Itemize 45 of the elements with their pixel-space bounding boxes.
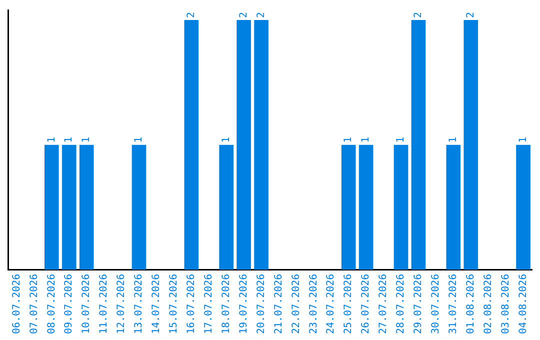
data-label: 1 [448, 136, 459, 143]
x-tick-label: 02.08.2026 [482, 274, 494, 334]
x-tick-label: 23.07.2026 [308, 274, 320, 334]
x-tick-label: 04.08.2026 [518, 274, 529, 334]
data-label: 1 [134, 136, 145, 143]
x-tick-label: 26.07.2026 [360, 274, 372, 334]
x-tick-label: 25.07.2026 [343, 274, 354, 334]
data-label: 1 [396, 136, 407, 143]
x-tick-label: 17.07.2026 [203, 274, 214, 334]
x-tick-label: 13.07.2026 [134, 274, 145, 334]
x-tick-label: 11.07.2026 [98, 274, 110, 334]
data-label: 1 [343, 136, 354, 143]
x-tick-label: 10.07.2026 [81, 274, 92, 334]
x-tick-label: 27.07.2026 [378, 274, 390, 334]
data-label: 2 [186, 12, 197, 18]
x-tick-label: 09.07.2026 [64, 274, 75, 334]
x-tick-label: 08.07.2026 [46, 274, 58, 334]
data-label: 1 [46, 136, 58, 143]
data-label: 1 [360, 136, 372, 143]
x-tick-label: 21.07.2026 [273, 274, 284, 334]
data-label: 1 [518, 136, 529, 143]
data-label: 1 [220, 136, 232, 143]
x-tick-label: 22.07.2026 [290, 274, 302, 334]
x-tick-label: 01.08.2026 [465, 274, 476, 334]
x-tick-label: 06.07.2026 [11, 274, 22, 334]
x-tick-label: 18.07.2026 [220, 274, 232, 334]
data-label: 2 [256, 12, 267, 18]
data-label: 1 [81, 136, 92, 143]
x-tick-label: 12.07.2026 [116, 274, 128, 334]
x-tick-label: 28.07.2026 [396, 274, 407, 334]
data-label: 1 [64, 136, 75, 143]
data-label: 2 [238, 12, 250, 18]
x-tick-label: 07.07.2026 [28, 274, 40, 334]
x-tick-label: 16.07.2026 [186, 274, 197, 334]
x-tick-label: 15.07.2026 [168, 274, 180, 334]
data-label: 2 [465, 12, 476, 18]
x-tick-label: 30.07.2026 [430, 274, 442, 334]
x-tick-label: 24.07.2026 [326, 274, 337, 334]
data-label: 2 [413, 12, 424, 18]
x-tick-label: 31.07.2026 [448, 274, 459, 334]
x-tick-label: 14.07.2026 [151, 274, 162, 334]
x-tick-label: 19.07.2026 [238, 274, 250, 334]
x-tick-label: 20.07.2026 [256, 274, 267, 334]
x-tick-label: 03.08.2026 [500, 274, 512, 334]
x-tick-label: 29.07.2026 [413, 274, 424, 334]
